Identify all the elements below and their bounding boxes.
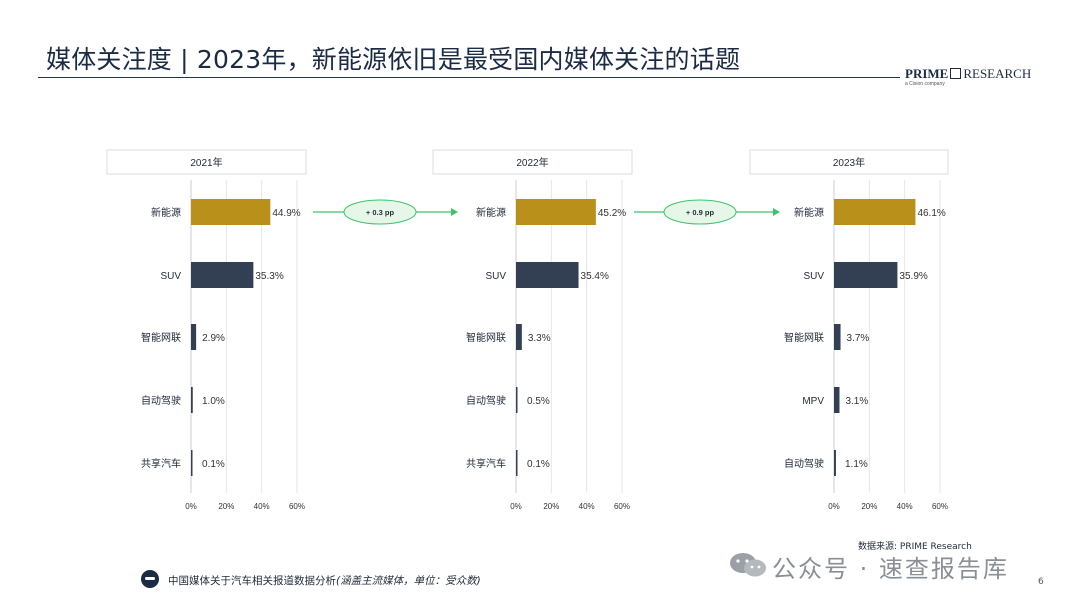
watermark: 公众号 · 速查报告库 [728,549,1009,584]
data-label: 3.1% [845,396,868,407]
bar [191,450,193,476]
logo-word-research: RESEARCH [963,66,1032,81]
bar [834,324,841,350]
bar [191,387,193,413]
data-label: 0.1% [202,459,225,470]
x-tick-label: 40% [254,502,270,511]
data-label: 1.1% [845,459,868,470]
footer-italic-note: (涵盖主流媒体，单位：受众数) [336,575,481,587]
category-label: 新能源 [476,206,506,219]
bar [191,324,197,350]
x-tick-label: 20% [861,502,877,511]
bar [516,199,596,225]
data-label: 0.1% [527,459,550,470]
data-label: 1.0% [202,396,225,407]
data-label: 46.1% [917,208,945,219]
wechat-icon [730,553,766,577]
arrow-head-icon [451,208,458,216]
change-badge [343,199,417,225]
category-label: 自动驾驶 [784,457,824,470]
category-label: 共享汽车 [141,457,181,470]
category-label: 智能网联 [784,331,824,344]
category-label: MPV [802,396,824,407]
x-tick-label: 20% [218,502,234,511]
year-header-label: 2023年 [833,156,865,169]
bar [191,262,254,288]
bar [516,387,518,413]
x-tick-label: 60% [932,502,948,511]
footer-note: 中国媒体关于汽车相关报道数据分析(涵盖主流媒体，单位：受众数) [168,573,481,588]
category-label: SUV [485,271,506,282]
category-label: SUV [160,271,181,282]
data-label: 35.4% [581,271,609,282]
x-tick-label: 40% [897,502,913,511]
page-number: 6 [1038,577,1044,587]
logo-tagline: a Cision company [905,81,945,87]
data-label: 45.2% [598,208,626,219]
change-badge-label: + 0.9 pp [686,208,715,217]
watermark-text: 公众号 · 速查报告库 [772,555,1009,583]
bar [191,199,271,225]
category-label: 自动驾驶 [466,394,506,407]
category-label: 新能源 [151,206,181,219]
data-label: 44.9% [272,208,300,219]
bar [516,324,522,350]
year-header-label: 2021年 [190,156,222,169]
arrow-head-icon [773,208,780,216]
logo-mark-icon [950,68,962,79]
footer-bullet-icon [141,570,159,588]
bar [834,262,898,288]
year-header-box [106,149,307,175]
category-label: 新能源 [794,206,824,219]
category-label: 共享汽车 [466,457,506,470]
category-label: 自动驾驶 [141,394,181,407]
data-label: 0.5% [527,396,550,407]
x-tick-label: 60% [289,502,305,511]
bar [834,450,836,476]
logo-word-prime: PRIME [905,66,949,81]
category-label: SUV [803,271,824,282]
change-badge [663,199,737,225]
data-label: 3.7% [847,333,870,344]
bar [516,262,579,288]
category-label: 智能网联 [466,331,506,344]
prime-research-logo: PRIME RESEARCH a Cision company [905,66,1045,94]
x-tick-label: 0% [510,502,522,511]
x-tick-label: 20% [543,502,559,511]
bar [516,450,518,476]
bar [834,387,840,413]
data-label: 35.9% [899,271,927,282]
title-underline [38,77,900,78]
x-tick-label: 40% [579,502,595,511]
x-tick-label: 0% [185,502,197,511]
data-label: 2.9% [202,333,225,344]
data-label: 3.3% [528,333,551,344]
change-badge-label: + 0.3 pp [366,208,395,217]
x-tick-label: 60% [614,502,630,511]
data-source: 数据来源: PRIME Research [858,542,972,552]
footer-text: 中国媒体关于汽车相关报道数据分析 [168,575,336,587]
year-header-label: 2022年 [516,156,548,169]
year-header-box [749,149,949,175]
year-header-box [432,149,633,175]
category-label: 智能网联 [141,331,181,344]
bar [834,199,916,225]
x-tick-label: 0% [828,502,840,511]
page-title: 媒体关注度 | 2023年，新能源依旧是最受国内媒体关注的话题 [46,45,741,74]
data-label: 35.3% [255,271,283,282]
